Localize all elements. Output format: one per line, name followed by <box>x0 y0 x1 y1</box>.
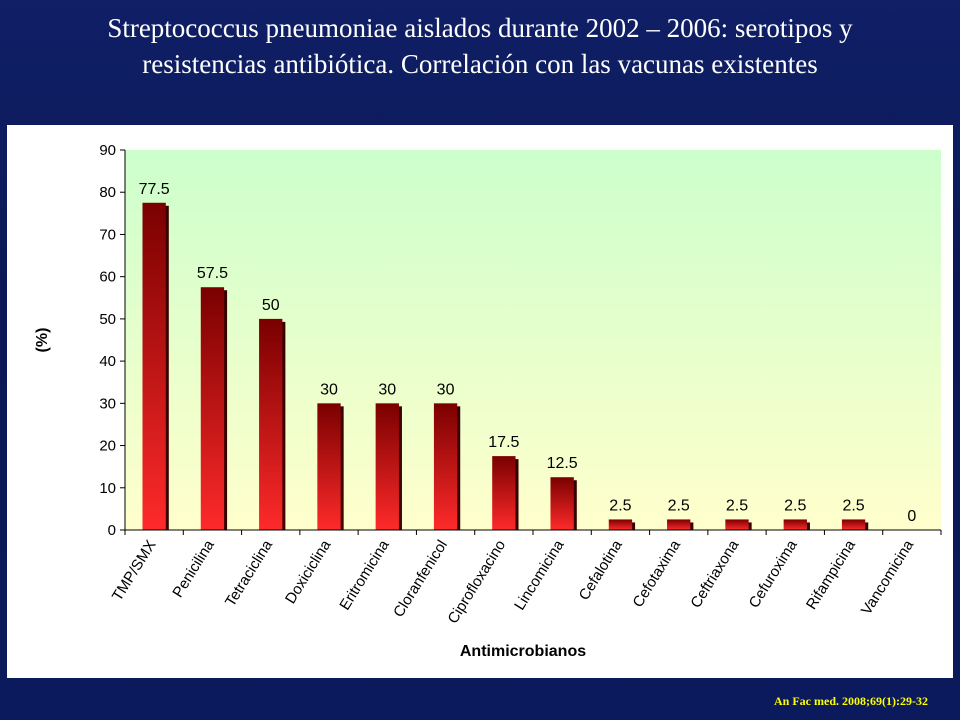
bar <box>550 477 574 530</box>
data-label: 2.5 <box>842 497 864 514</box>
x-tick-label: Ciprofloxacino <box>444 537 509 627</box>
data-label: 30 <box>320 381 338 398</box>
x-tick-label: Cefotaxima <box>629 537 684 611</box>
x-tick-label: Penicilina <box>169 537 218 601</box>
bar <box>841 519 866 530</box>
bar <box>259 318 283 530</box>
x-tick-label: Ceftriaxona <box>687 537 742 612</box>
data-label: 12.5 <box>547 455 578 472</box>
y-tick-label: 90 <box>99 142 116 159</box>
data-label: 57.5 <box>197 265 228 282</box>
bar <box>783 519 807 530</box>
x-tick-label: Cloranfenicol <box>390 537 451 620</box>
y-tick-label: 80 <box>99 184 116 201</box>
x-tick-label: Cefuroxima <box>746 537 801 612</box>
data-label: 2.5 <box>784 497 806 514</box>
y-tick-label: 10 <box>99 480 116 497</box>
bar <box>375 403 399 530</box>
data-label: 77.5 <box>139 181 170 198</box>
data-label: 50 <box>262 297 280 314</box>
x-tick-label: Doxiciclina <box>282 537 335 607</box>
y-tick-label: 0 <box>108 522 116 539</box>
x-tick-label: Tetraciclina <box>222 537 277 610</box>
data-label: 2.5 <box>609 497 631 514</box>
bar <box>142 202 166 530</box>
chart-panel: 77.5 57.5 50 30 30 30 17.5 12.5 2.5 2.5 2.5 2.5 2.5 0… <box>7 125 953 678</box>
plot-area <box>125 150 941 530</box>
data-label: 17.5 <box>488 434 519 451</box>
y-tick-label: 50 <box>99 311 116 328</box>
bar <box>492 456 516 530</box>
x-tick-label: Rifampicina <box>803 537 859 613</box>
bar <box>317 403 341 530</box>
data-label: 2.5 <box>668 497 690 514</box>
y-axis-label: (%) <box>34 328 51 353</box>
y-tick-label: 60 <box>99 269 116 286</box>
x-tick-label: TMP/SMX <box>109 537 160 604</box>
y-tick-label: 20 <box>99 438 116 455</box>
y-tick-label: 70 <box>99 226 116 243</box>
x-tick-label: Cefalotina <box>576 537 627 604</box>
data-label: 30 <box>437 381 455 398</box>
x-axis-label: Antimicrobianos <box>460 643 586 660</box>
data-label: 2.5 <box>726 497 748 514</box>
data-label: 0 <box>907 508 916 525</box>
x-tick-label: Lincomicina <box>511 537 568 614</box>
x-tick-label: Eritromicina <box>336 537 393 614</box>
bar-chart: 77.5 57.5 50 30 30 30 17.5 12.5 2.5 2.5 2.5 2.5 2.5 0… <box>34 142 942 660</box>
x-tick-label: Vancomicina <box>858 537 918 618</box>
bar <box>200 287 225 530</box>
bar <box>433 403 458 530</box>
y-tick-label: 40 <box>99 353 116 370</box>
slide-title: Streptococcus pneumoniae aislados durant… <box>107 13 853 79</box>
bar <box>608 519 633 530</box>
y-tick-label: 30 <box>99 395 116 412</box>
data-label: 30 <box>378 381 396 398</box>
bar <box>725 519 749 530</box>
bar <box>667 519 691 530</box>
source-citation: An Fac med. 2008;69(1):29-32 <box>774 694 928 708</box>
